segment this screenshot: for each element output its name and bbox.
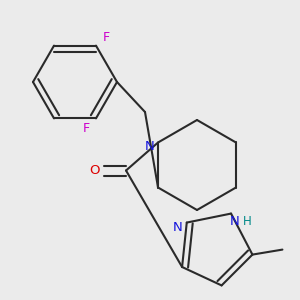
Text: N: N [230, 215, 240, 228]
Text: F: F [82, 122, 90, 135]
Text: N: N [145, 140, 155, 153]
Text: N: N [173, 221, 183, 234]
Text: F: F [102, 31, 110, 44]
Text: O: O [89, 164, 99, 177]
Text: H: H [243, 215, 251, 228]
